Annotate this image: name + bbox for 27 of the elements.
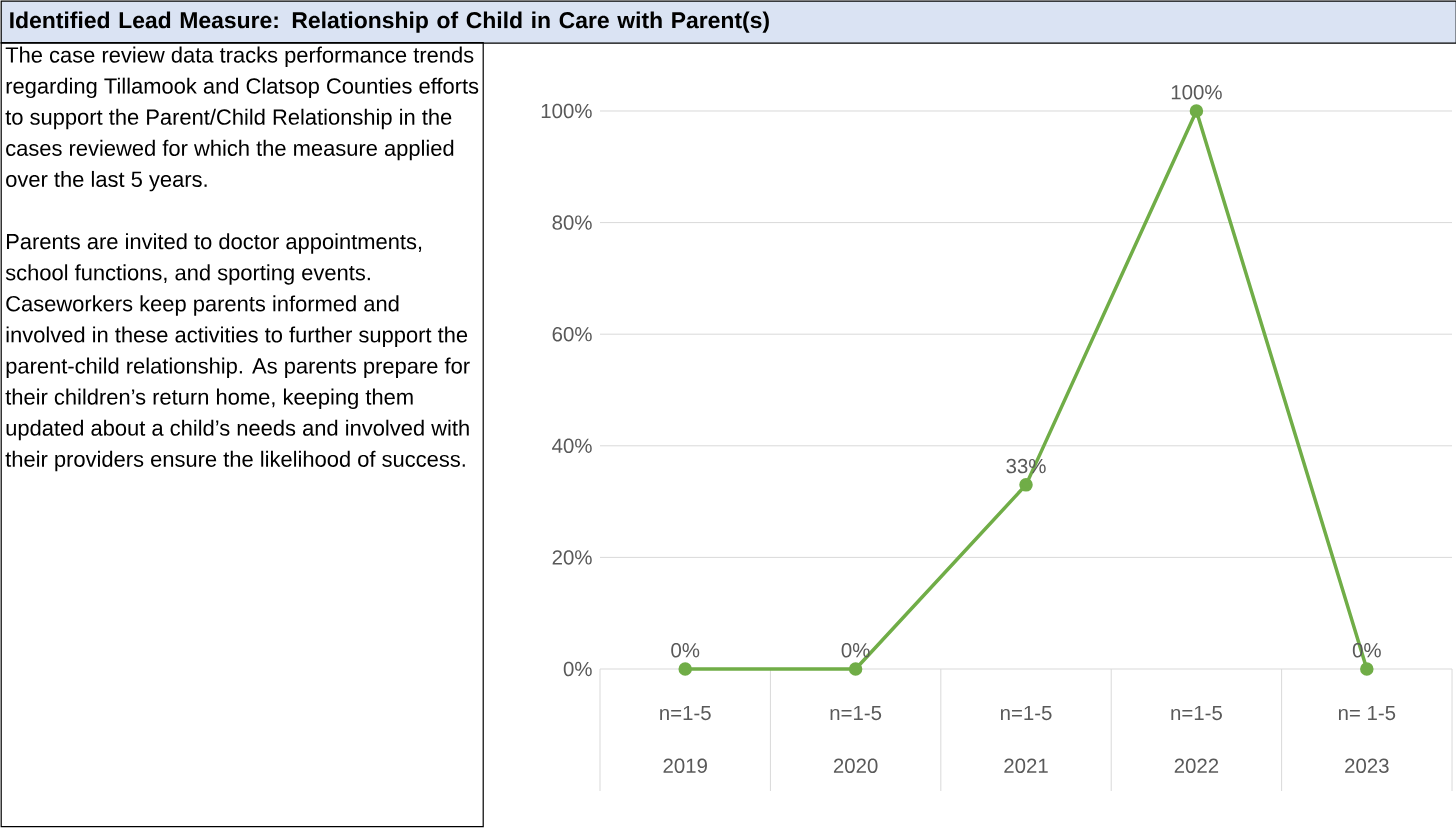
x-tick-label: 2021 [1004,758,1048,773]
x-tick-label: 2020 [833,758,878,773]
y-tick-label: 100% [541,103,592,119]
x-tick-label: 2023 [1345,758,1389,773]
y-tick-label: 0% [563,661,592,677]
point [848,662,863,676]
text: n=1-5 [1171,705,1222,721]
text: Parents are invited to doctor appointments, school functions, and sporting events. Caseworkers keep parents informed and involved in these activities to further support the parent-child relationship. As parents prepare for their children’s return home, keeping them updated about a child’s needs and involved with their providers ensure the likelihood of success. [5,233,470,472]
point [678,662,692,676]
point [1189,104,1204,118]
x-tick-label: 2022 [1174,758,1219,773]
text: n=1-5 [830,705,882,721]
text: The case review data tracks performance trends regarding Tillamook and Clatsop Counties efforts to support the Parent/Child Relationship in the cases reviewed for which the measure applied over the last 5 years. [5,46,479,192]
point [1360,662,1374,676]
text: n=1-5 [660,705,711,721]
y-tick-label: 40% [552,438,592,454]
data-label: 0% [671,643,700,658]
text: Identified Lead Measure: Relationship of Child in Care with Parent(s) [10,11,769,33]
y-tick-label: 20% [552,550,592,565]
y-tick-label: 80% [552,215,592,230]
x-tick-label: 2019 [663,758,707,773]
text: n=1-5 [1000,705,1052,721]
data-label: 100% [1171,85,1222,100]
y-tick-label: 60% [552,326,592,342]
text: n= 1-5 [1338,705,1396,721]
data-label: 0% [841,643,870,658]
point [1019,478,1033,492]
